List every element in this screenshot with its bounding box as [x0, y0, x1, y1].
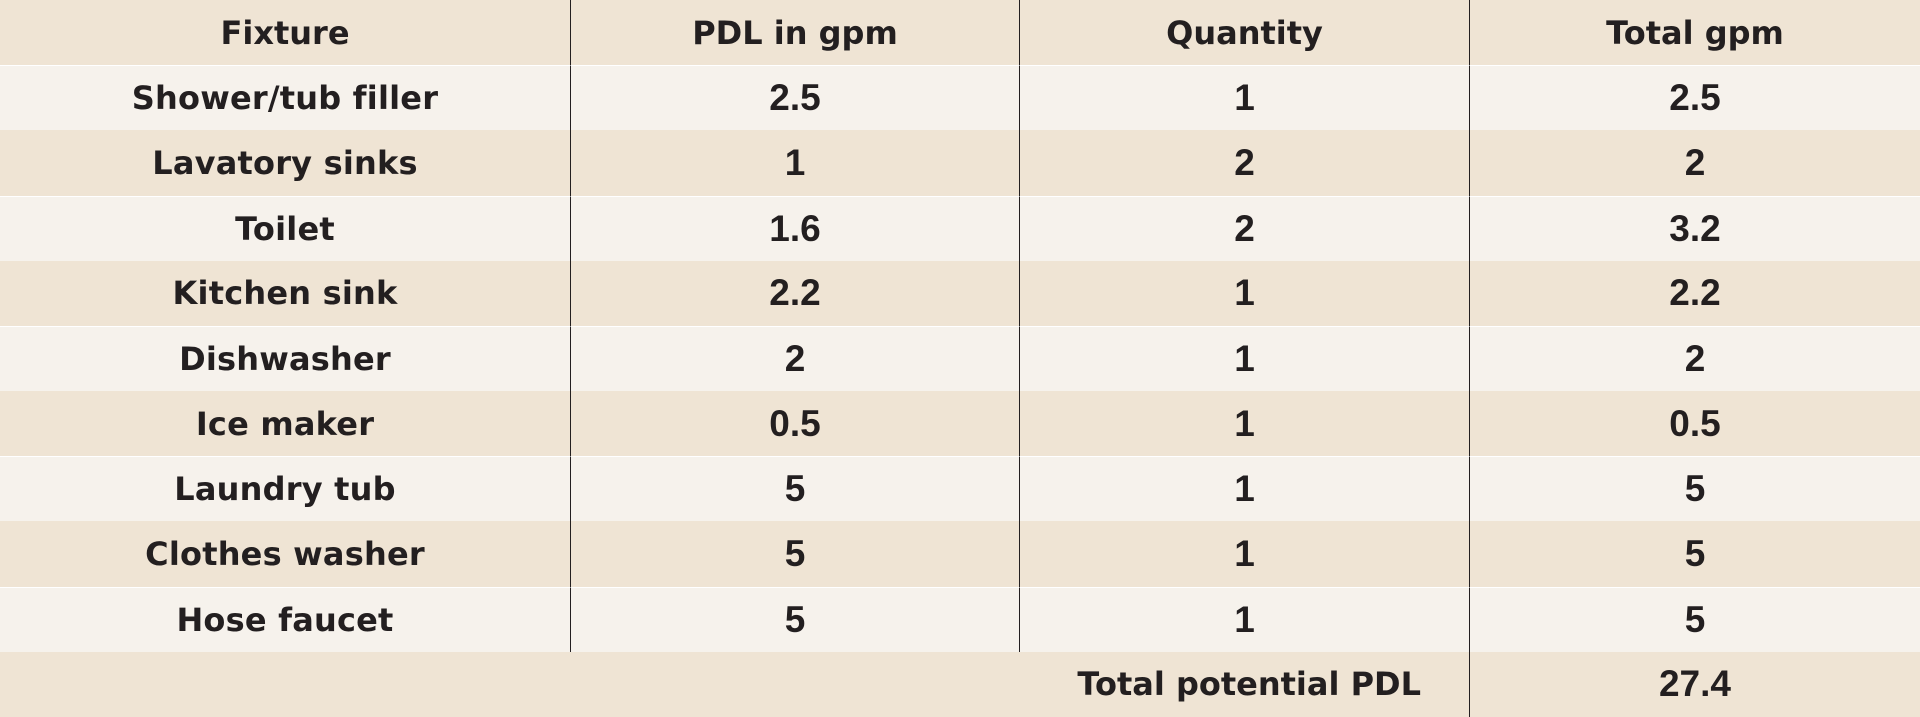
- total-gpm-cell: 5: [1469, 586, 1920, 652]
- pdl-cell: 1.6: [570, 195, 1019, 261]
- pdl-cell: 2: [570, 325, 1019, 392]
- quantity-cell: 1: [1019, 521, 1469, 587]
- fixture-cell: Ice maker: [0, 391, 570, 457]
- quantity-cell: 2: [1019, 130, 1469, 196]
- total-gpm-cell: 2.2: [1469, 260, 1920, 326]
- total-gpm-cell: 5: [1469, 521, 1920, 587]
- total-gpm-cell: 2.5: [1469, 65, 1920, 131]
- total-gpm-cell: 0.5: [1469, 391, 1920, 457]
- total-gpm-cell: 5: [1469, 456, 1920, 522]
- quantity-cell: 1: [1019, 325, 1469, 392]
- total-gpm-cell: 2: [1469, 325, 1920, 392]
- fixture-cell: Laundry tub: [0, 456, 570, 522]
- fixture-cell: Toilet: [0, 195, 570, 261]
- quantity-cell: 1: [1019, 586, 1469, 652]
- fixture-cell: Hose faucet: [0, 586, 570, 652]
- pdl-cell: 5: [570, 586, 1019, 652]
- fixture-cell: Lavatory sinks: [0, 130, 570, 196]
- header-fixture: Fixture: [0, 0, 570, 66]
- header-pdl: PDL in gpm: [570, 0, 1019, 66]
- fixture-cell: Kitchen sink: [0, 260, 570, 326]
- pdl-cell: 5: [570, 456, 1019, 522]
- quantity-cell: 1: [1019, 65, 1469, 131]
- header-quantity: Quantity: [1019, 0, 1469, 66]
- header-total-gpm: Total gpm: [1469, 0, 1920, 66]
- quantity-cell: 1: [1019, 260, 1469, 326]
- pdl-cell: 5: [570, 521, 1019, 587]
- quantity-cell: 1: [1019, 456, 1469, 522]
- fixture-cell: Shower/tub filler: [0, 65, 570, 131]
- quantity-cell: 1: [1019, 391, 1469, 457]
- total-potential-pdl-value: 27.4: [1469, 651, 1920, 717]
- total-gpm-cell: 3.2: [1469, 195, 1920, 261]
- pdl-cell: 0.5: [570, 391, 1019, 457]
- fixture-cell: Dishwasher: [0, 325, 570, 392]
- total-potential-pdl-label: Total potential PDL: [0, 651, 1469, 717]
- pdl-cell: 1: [570, 130, 1019, 196]
- pdl-cell: 2.5: [570, 65, 1019, 131]
- quantity-cell: 2: [1019, 195, 1469, 261]
- pdl-cell: 2.2: [570, 260, 1019, 326]
- total-gpm-cell: 2: [1469, 130, 1920, 196]
- fixture-cell: Clothes washer: [0, 521, 570, 587]
